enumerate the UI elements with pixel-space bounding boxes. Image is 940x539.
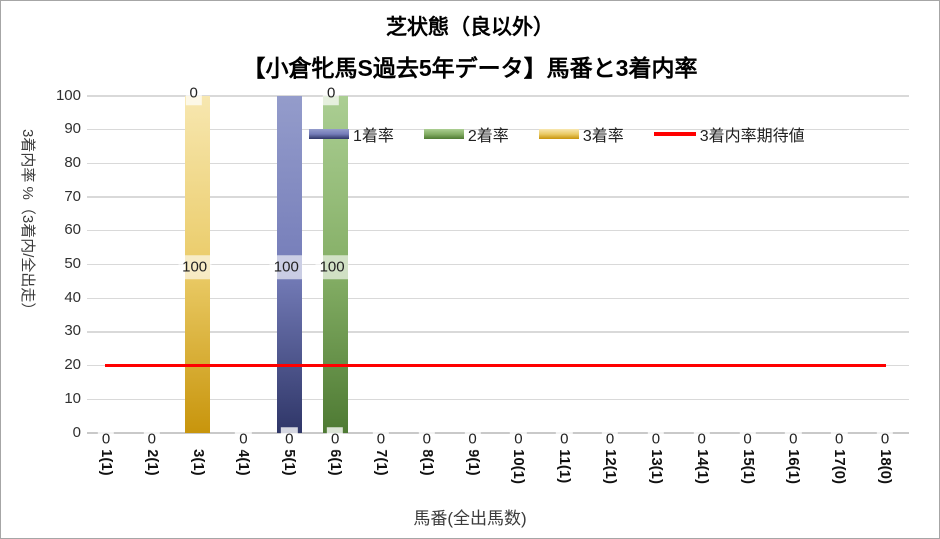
y-tick-0: 0	[72, 423, 81, 441]
x-tick-16: 16(1)	[785, 449, 803, 485]
legend-label: 2着率	[467, 128, 509, 145]
data-label-base-cat10: 0	[510, 426, 527, 451]
gridline-100	[87, 95, 909, 97]
gridline-80	[87, 162, 909, 165]
data-label-base-cat4: 0	[235, 426, 252, 451]
data-label-base-cat14: 0	[693, 426, 710, 451]
data-label-middle-cat5: 100	[269, 255, 303, 279]
legend-swatch-icon	[309, 129, 349, 139]
x-tick-3: 3(1)	[189, 449, 207, 476]
data-label-base-cat11: 0	[556, 426, 573, 451]
data-label-base-cat8: 0	[418, 426, 435, 451]
x-tick-5: 5(1)	[281, 449, 299, 476]
data-label-base-cat5: 0	[281, 426, 298, 451]
x-axis-line	[87, 432, 909, 434]
data-label-base-cat16: 0	[785, 426, 802, 451]
y-tick-50: 50	[64, 255, 81, 272]
expectation-line	[105, 364, 886, 367]
y-tick-10: 10	[64, 389, 81, 407]
data-label-base-cat2: 0	[143, 426, 160, 451]
data-label-base-cat13: 0	[647, 426, 665, 451]
legend-label: 3着率	[582, 128, 624, 145]
data-label-base-cat12: 0	[601, 426, 619, 451]
chart-subtitle: 【小倉牝馬S過去5年データ】馬番と3着内率	[242, 55, 698, 81]
x-tick-8: 8(1)	[418, 449, 436, 476]
x-tick-9: 9(1)	[464, 449, 482, 476]
gridline-30	[87, 331, 909, 333]
y-tick-30: 30	[64, 322, 81, 340]
data-label-base-cat1: 0	[97, 426, 115, 451]
x-tick-12: 12(1)	[602, 449, 620, 485]
gridline-40	[87, 297, 909, 299]
data-label-middle-cat6: 100	[315, 255, 349, 279]
gridline-60	[87, 230, 909, 232]
legend-item-series2: 2着率	[423, 122, 509, 146]
y-tick-20: 20	[64, 356, 81, 374]
gridline-50	[87, 263, 909, 266]
y-tick-40: 40	[64, 288, 81, 306]
x-axis-title: 馬番(全出馬数)	[413, 509, 527, 528]
legend-swatch-icon	[423, 129, 464, 139]
gridline-70	[87, 196, 909, 198]
x-tick-17: 17(0)	[831, 449, 849, 485]
gridline-10	[87, 398, 909, 400]
data-label-top-cat6: 0	[322, 81, 340, 105]
x-tick-4: 4(1)	[235, 449, 253, 476]
data-label-base-cat18: 0	[876, 426, 894, 451]
data-label-base-cat9: 0	[464, 426, 481, 451]
data-label-middle-cat3: 100	[178, 255, 212, 279]
legend-item-series3: 3着率	[538, 122, 624, 146]
data-label-base-cat6: 0	[326, 426, 344, 451]
x-tick-10: 10(1)	[510, 449, 528, 485]
x-tick-15: 15(1)	[739, 449, 757, 485]
x-tick-2: 2(1)	[143, 449, 161, 476]
x-tick-11: 11(1)	[556, 449, 574, 484]
x-tick-1: 1(1)	[98, 449, 115, 476]
chart-title: 芝状態（良以外）	[386, 16, 554, 39]
legend-item-expectation: 3着内率期待値	[653, 122, 805, 146]
legend-label: 1着率	[353, 128, 394, 145]
data-label-base-cat17: 0	[831, 426, 848, 451]
y-tick-70: 70	[64, 187, 81, 205]
y-tick-60: 60	[64, 221, 81, 239]
y-tick-100: 100	[55, 86, 81, 104]
x-tick-13: 13(1)	[647, 449, 665, 485]
data-label-top-cat3: 0	[185, 81, 202, 105]
y-tick-80: 80	[64, 153, 81, 171]
x-tick-18: 18(0)	[877, 449, 894, 485]
gridline-90	[87, 129, 909, 131]
legend-label: 3着内率期待値	[699, 128, 805, 145]
data-label-base-cat7: 0	[372, 426, 390, 451]
y-tick-90: 90	[64, 120, 81, 138]
x-tick-14: 14(1)	[693, 449, 711, 485]
legend-swatch-icon	[538, 129, 579, 139]
legend-swatch-icon	[653, 132, 696, 136]
x-tick-6: 6(1)	[327, 449, 345, 476]
x-tick-7: 7(1)	[372, 449, 390, 476]
chart-legend: 1着率 2着率 3着率 3着内率期待値	[309, 122, 835, 146]
data-label-base-cat15: 0	[739, 426, 756, 451]
legend-item-series1: 1着率	[309, 122, 394, 146]
